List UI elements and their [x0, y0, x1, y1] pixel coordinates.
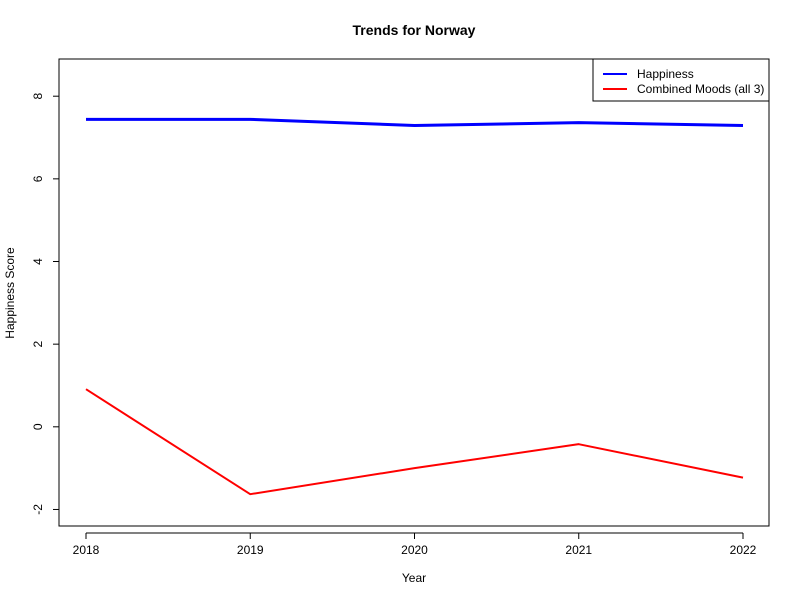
y-tick-label-8: 8: [31, 93, 45, 100]
x-axis-title: Year: [402, 571, 426, 585]
legend-label-happiness: Happiness: [637, 67, 694, 81]
x-tick-label-2022: 2022: [730, 543, 757, 557]
y-axis-title: Happiness Score: [3, 247, 17, 339]
x-tick-label-2019: 2019: [237, 543, 264, 557]
y-tick-label-2: 2: [31, 341, 45, 348]
y-tick-label-6: 6: [31, 175, 45, 182]
legend: Happiness Combined Moods (all 3): [593, 59, 769, 101]
y-tick-label--2: -2: [31, 504, 45, 515]
chart-title: Trends for Norway: [353, 22, 476, 38]
x-tick-label-2020: 2020: [401, 543, 428, 557]
legend-label-combined-moods: Combined Moods (all 3): [637, 82, 764, 96]
y-tick-label-4: 4: [31, 258, 45, 265]
x-tick-label-2021: 2021: [565, 543, 592, 557]
y-tick-label-0: 0: [31, 423, 45, 430]
x-tick-label-2018: 2018: [73, 543, 100, 557]
